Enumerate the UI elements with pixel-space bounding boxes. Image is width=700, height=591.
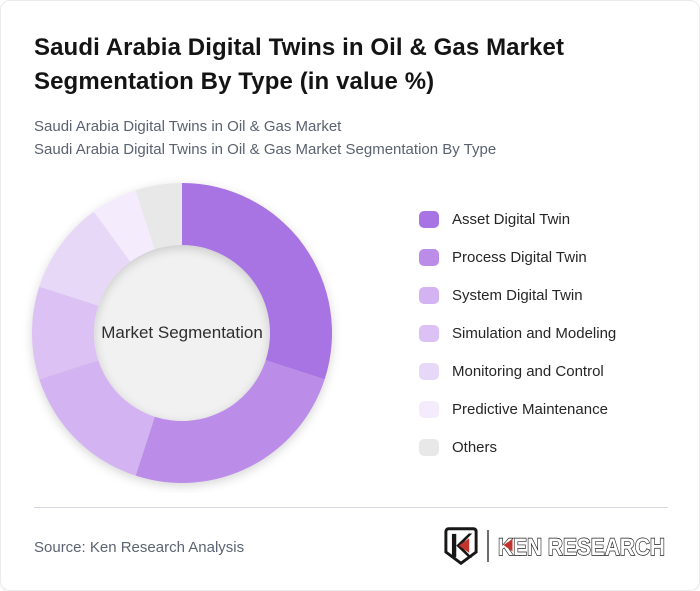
legend-swatch bbox=[419, 325, 439, 342]
legend-item: Asset Digital Twin bbox=[419, 211, 616, 228]
legend-swatch bbox=[419, 439, 439, 456]
page-title-line2: Segmentation By Type (in value %) bbox=[34, 68, 435, 95]
donut-slice-asset-digital-twin bbox=[182, 183, 333, 380]
logo-wordmark-text: KEN RESEARCH bbox=[498, 534, 665, 561]
legend-swatch bbox=[419, 211, 439, 228]
legend-item: Predictive Maintenance bbox=[419, 401, 616, 418]
page-title-line1: Saudi Arabia Digital Twins in Oil & Gas … bbox=[34, 34, 565, 61]
donut-center-label: Market Segmentation bbox=[101, 323, 263, 342]
donut-chart bbox=[31, 183, 333, 484]
logo-wordmark: KEN RESEARCH bbox=[497, 533, 665, 561]
legend-label: Asset Digital Twin bbox=[452, 211, 571, 228]
page-title: Saudi Arabia Digital Twins in Oil & Gas … bbox=[34, 31, 654, 99]
donut-slice-process-digital-twin bbox=[135, 360, 325, 484]
source-text: Source: Ken Research Analysis bbox=[34, 539, 245, 556]
chart-subtitle-line1: Saudi Arabia Digital Twins in Oil & Gas … bbox=[34, 118, 342, 135]
legend-swatch bbox=[419, 287, 439, 304]
legend-item: Simulation and Modeling bbox=[419, 325, 616, 342]
donut-chart-area bbox=[22, 173, 342, 493]
donut-slice-simulation-and-modeling bbox=[31, 286, 99, 380]
legend-label: Simulation and Modeling bbox=[452, 325, 617, 342]
donut-slice-others bbox=[135, 183, 182, 250]
footer-divider bbox=[34, 507, 668, 508]
logo-shield-icon bbox=[444, 527, 478, 565]
legend-label: Others bbox=[452, 439, 498, 456]
legend-label: Process Digital Twin bbox=[452, 249, 587, 266]
logo-wordmark-red-triangle bbox=[503, 539, 513, 552]
donut-slice-monitoring-and-control bbox=[39, 211, 131, 306]
chart-subtitle-line2: Saudi Arabia Digital Twins in Oil & Gas … bbox=[34, 141, 497, 158]
legend-label: System Digital Twin bbox=[452, 287, 583, 304]
legend-swatch bbox=[419, 363, 439, 380]
chart-subtitle: Saudi Arabia Digital Twins in Oil & Gas … bbox=[34, 115, 654, 161]
legend-label: Monitoring and Control bbox=[452, 363, 604, 380]
legend-swatch bbox=[419, 401, 439, 418]
donut-center-circle bbox=[94, 245, 270, 421]
legend-item: System Digital Twin bbox=[419, 287, 616, 304]
logo-separator bbox=[487, 530, 489, 562]
chart-legend: Asset Digital Twin Process Digital Twin Sy… bbox=[419, 211, 616, 456]
legend-label: Predictive Maintenance bbox=[452, 401, 608, 418]
legend-item: Others bbox=[419, 439, 616, 456]
legend-item: Monitoring and Control bbox=[419, 363, 616, 380]
legend-item: Process Digital Twin bbox=[419, 249, 616, 266]
ken-research-logo: KEN RESEARCH bbox=[442, 527, 668, 565]
donut-slice-predictive-maintenance bbox=[93, 190, 155, 262]
donut-slice-system-digital-twin bbox=[39, 360, 155, 476]
legend-swatch bbox=[419, 249, 439, 266]
logo-shield-red-triangle bbox=[458, 538, 470, 553]
